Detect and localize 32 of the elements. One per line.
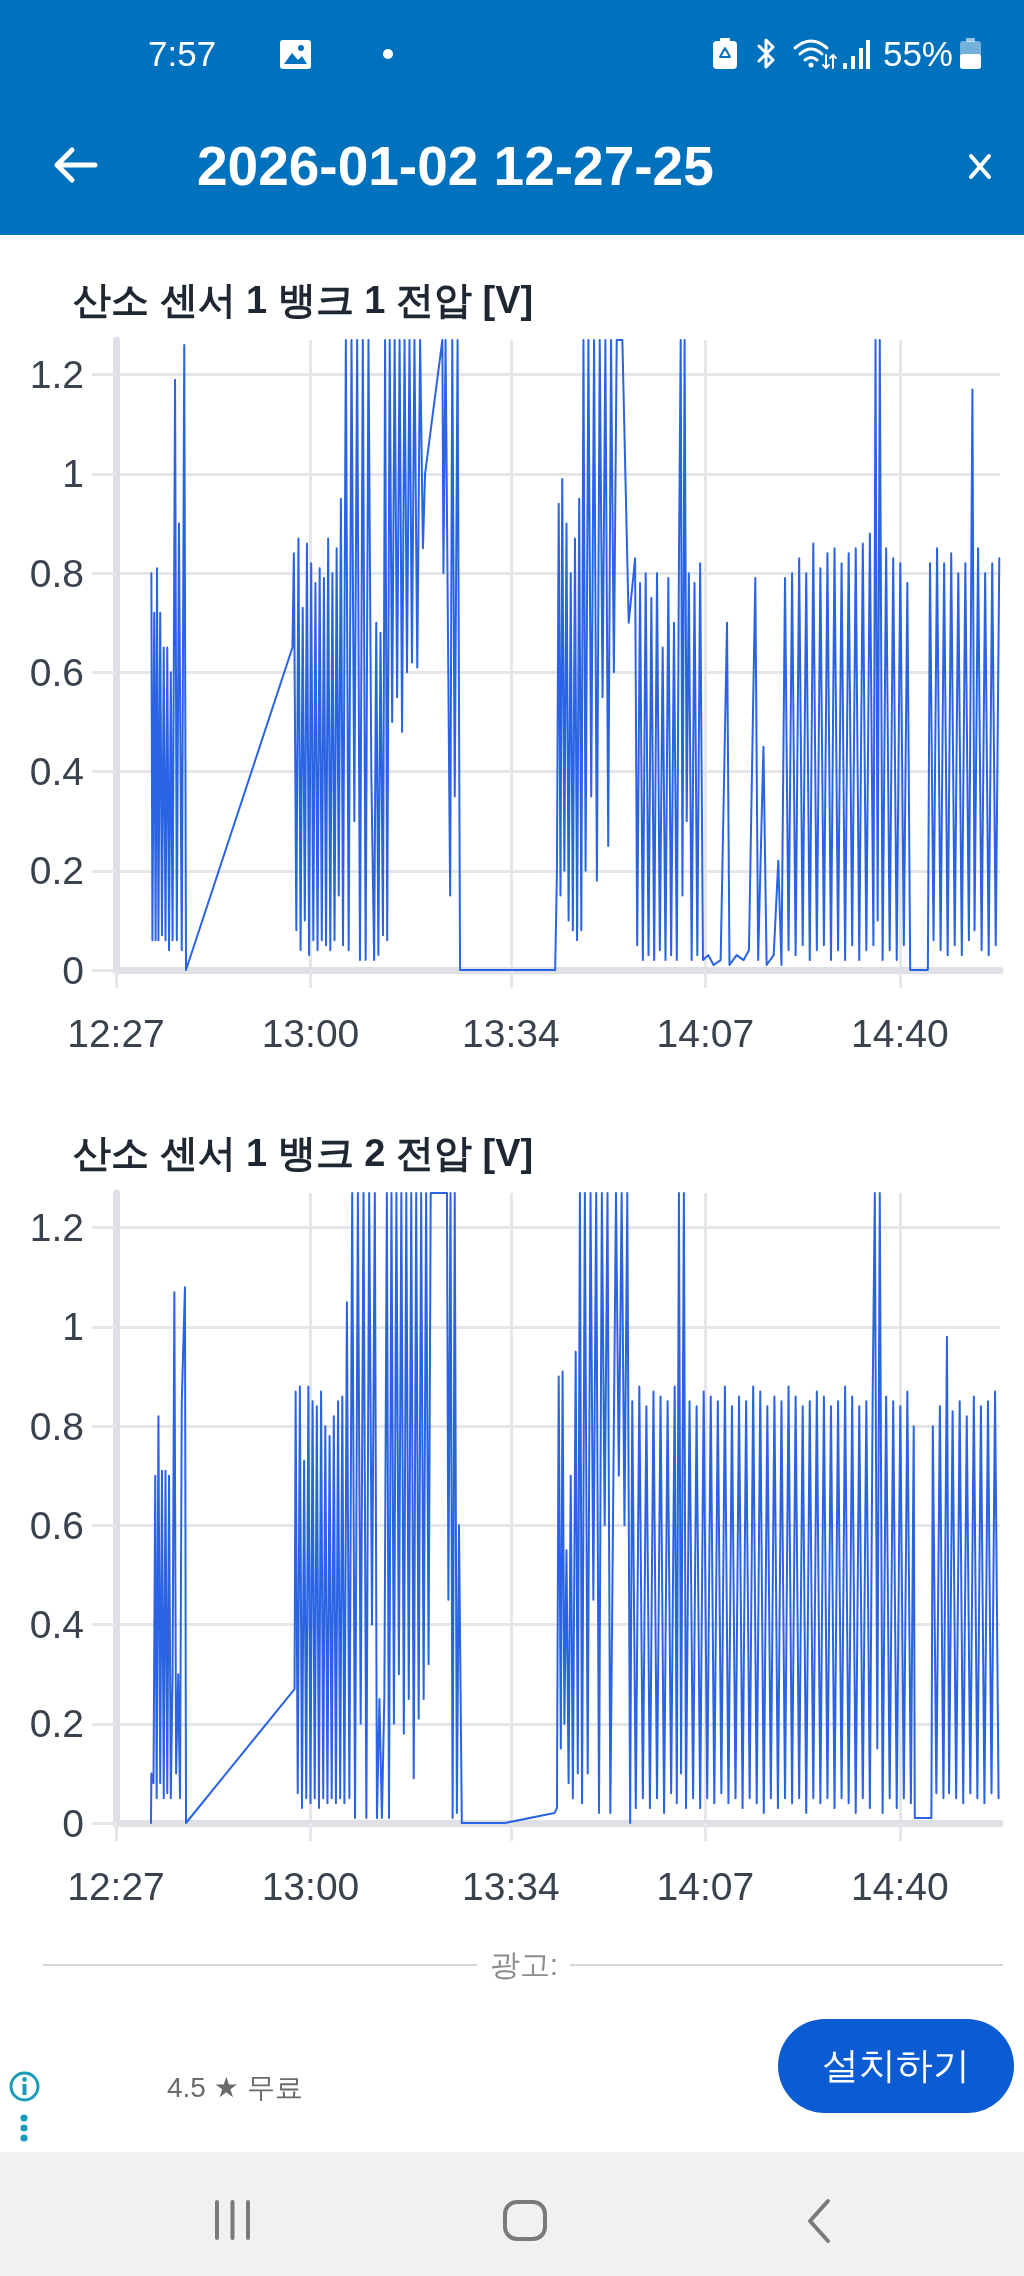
text: 2026-01-02 12-27-25 (197, 135, 714, 199)
x-tick-label: 14:07 (656, 1865, 755, 1908)
y-tick-label: 1 (62, 452, 84, 496)
x-tick-label: 13:00 (261, 1865, 360, 1908)
text: 55% (882, 33, 953, 75)
chart-title: 산소 센서 1 뱅크 2 전압 [V] (73, 1132, 534, 1174)
x-tick-label: 14:40 (851, 1865, 949, 1908)
x-tick-label: 14:40 (851, 1012, 949, 1055)
y-tick-label: 0.8 (29, 551, 84, 595)
y-tick-label: 1 (62, 1305, 84, 1349)
y-tick-label: 1.2 (29, 353, 84, 397)
x-tick-label: 12:27 (67, 1865, 165, 1908)
x-tick-label: 14:07 (656, 1012, 755, 1055)
y-tick-label: 0 (62, 948, 84, 992)
text: 7:57 (148, 33, 217, 75)
y-tick-label: 0.8 (29, 1404, 84, 1448)
y-tick-label: 1.2 (29, 1206, 84, 1250)
x-tick-label: 12:27 (67, 1012, 165, 1055)
x-tick-label: 13:34 (462, 1012, 560, 1055)
text: 광고: (489, 1947, 559, 1983)
y-tick-label: 0.2 (29, 849, 84, 893)
text: 설치하기 (822, 2044, 970, 2088)
y-tick-label: 0.2 (29, 1702, 84, 1746)
x-tick-label: 13:34 (462, 1865, 560, 1908)
y-tick-label: 0 (62, 1801, 84, 1845)
chart-title: 산소 센서 1 뱅크 1 전압 [V] (73, 279, 534, 321)
y-tick-label: 0.4 (29, 750, 84, 794)
y-tick-label: 0.6 (29, 1503, 84, 1547)
x-tick-label: 13:00 (261, 1012, 360, 1055)
y-tick-label: 0.6 (29, 650, 84, 694)
y-tick-label: 0.4 (29, 1603, 84, 1647)
text: 4.5 ★ 무료 (167, 2071, 303, 2105)
